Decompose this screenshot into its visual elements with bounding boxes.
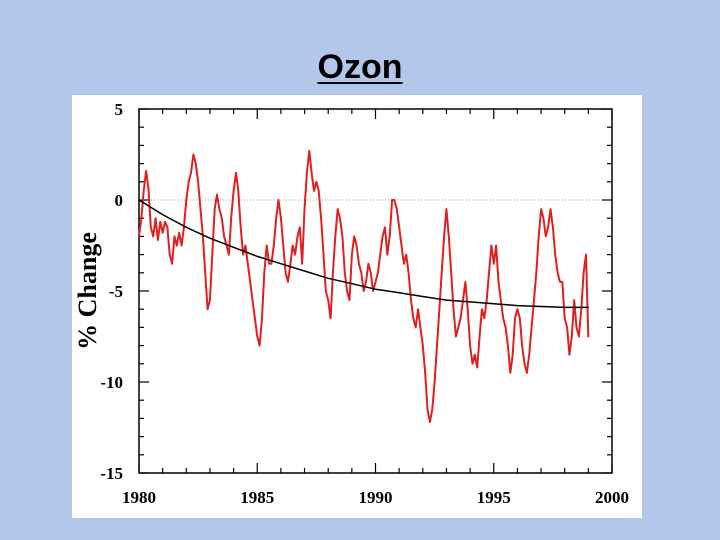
y-tick-label: -5 [109,282,123,301]
x-tick-label: 2000 [595,488,629,507]
y-axis-ticks: 5 0 -5 -10 -15 [100,100,612,483]
x-tick-label: 1980 [122,488,156,507]
series-layer [138,149,590,423]
ozone-change-chart: 1980 1985 1990 1995 2000 5 0 -5 -10 -15 % Change [73,100,629,507]
y-tick-label: 5 [115,100,124,119]
ozone-series-line [138,149,590,423]
y-tick-label: -15 [100,464,123,483]
y-tick-label: -10 [100,373,123,392]
x-axis-ticks: 1980 1985 1990 1995 2000 [122,109,629,507]
chart-panel: 1980 1985 1990 1995 2000 5 0 -5 -10 -15 % Change [72,95,642,518]
slide-title: Ozon [0,48,720,87]
slide-title-text: Ozon [317,48,403,86]
x-tick-label: 1990 [359,488,393,507]
trend-line [138,199,590,309]
y-axis-label: % Change [73,232,102,350]
x-tick-label: 1985 [240,488,274,507]
x-tick-label: 1995 [477,488,511,507]
y-tick-label: 0 [115,191,124,210]
